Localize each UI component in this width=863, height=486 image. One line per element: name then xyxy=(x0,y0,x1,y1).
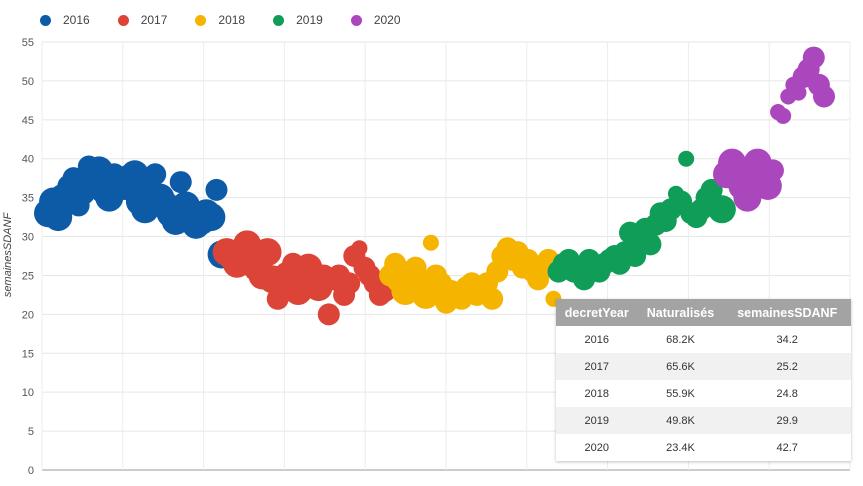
y-tick-label: 15 xyxy=(22,348,34,360)
data-point-2016[interactable] xyxy=(169,171,192,194)
table-cell-year: 2017 xyxy=(556,353,638,380)
table-header-row: decretYear Naturalisés semainesSDANF xyxy=(556,299,851,326)
table-cell-naturalises: 68.2K xyxy=(666,333,695,346)
y-tick-label: 30 xyxy=(22,232,34,244)
legend-marker-icon xyxy=(195,14,207,26)
data-point-2016[interactable] xyxy=(205,178,228,201)
y-tick-label: 35 xyxy=(22,193,34,205)
y-tick-label: 5 xyxy=(28,426,34,438)
table-cell-naturalises: 23.4K xyxy=(666,441,695,454)
data-point-2020[interactable] xyxy=(813,85,835,108)
table-cell-semaines: 25.2 xyxy=(723,353,851,380)
column-header-naturalises[interactable]: Naturalisés xyxy=(637,299,724,326)
table-cell-semaines: 24.8 xyxy=(776,387,798,400)
data-point-2016[interactable] xyxy=(120,160,149,189)
data-point-2018[interactable] xyxy=(481,287,504,310)
chart-marks xyxy=(34,46,835,326)
legend-marker-icon xyxy=(40,14,51,26)
y-axis-label: semainesSDANF xyxy=(2,212,14,298)
legend-item-2018[interactable]: 2018 xyxy=(195,10,245,30)
legend-label: 2018 xyxy=(218,13,246,27)
y-tick-label: 10 xyxy=(22,387,34,399)
table-cell-semaines: 42.7 xyxy=(776,441,798,454)
data-point-2020[interactable] xyxy=(775,107,792,124)
legend-marker-icon xyxy=(273,14,285,26)
data-point-2020[interactable] xyxy=(802,46,825,69)
legend-item-2016[interactable]: 2016 xyxy=(40,10,90,30)
legend-item-2017[interactable]: 2017 xyxy=(117,10,168,30)
data-point-2019[interactable] xyxy=(639,233,662,256)
table-cell-year: 2019 xyxy=(556,407,638,434)
y-tick-label: 50 xyxy=(22,76,34,88)
table-row: 2017 65.6K 25.2 xyxy=(556,353,851,380)
data-point-2017[interactable] xyxy=(317,303,340,326)
summary-table: decretYear Naturalisés semainesSDANF 201… xyxy=(556,299,851,461)
table-cell-semaines: 34.2 xyxy=(776,333,798,346)
data-point-2016[interactable] xyxy=(62,167,85,190)
y-tick-label: 55 xyxy=(22,37,34,49)
legend-label: 2020 xyxy=(373,13,401,27)
y-tick-label: 25 xyxy=(22,270,34,282)
y-tick-label: 45 xyxy=(22,115,34,127)
data-point-2017[interactable] xyxy=(338,272,361,295)
column-header-semainessdanf[interactable]: semainesSDANF xyxy=(723,299,851,326)
data-point-2019[interactable] xyxy=(707,195,736,224)
table-cell-naturalises: 65.6K xyxy=(637,353,724,380)
y-tick-label: 40 xyxy=(22,154,34,166)
data-point-2017[interactable] xyxy=(351,240,368,257)
data-point-2020[interactable] xyxy=(790,84,807,101)
table-row: 2018 55.9K 24.8 xyxy=(556,380,851,407)
table-row: 2016 68.2K 34.2 xyxy=(556,326,851,353)
legend-label: 2017 xyxy=(140,13,168,27)
legend-label: 2016 xyxy=(63,13,90,27)
legend-item-2020[interactable]: 2020 xyxy=(350,10,401,30)
legend-item-2019[interactable]: 2019 xyxy=(273,10,323,30)
table-row: 2020 23.4K 42.7 xyxy=(556,434,851,461)
y-tick-label: 20 xyxy=(22,309,34,321)
table-cell-year: 2020 xyxy=(584,441,609,454)
table-cell-semaines: 29.9 xyxy=(723,407,851,434)
data-point-2019[interactable] xyxy=(678,150,695,167)
data-point-2018[interactable] xyxy=(422,234,439,251)
legend-marker-icon xyxy=(350,14,362,26)
column-header-decretyear[interactable]: decretYear xyxy=(556,299,638,326)
data-point-2016[interactable] xyxy=(144,163,167,186)
legend-label: 2019 xyxy=(296,13,323,27)
data-point-2016[interactable] xyxy=(197,203,226,232)
table-cell-naturalises: 55.9K xyxy=(666,387,695,400)
table-cell-year: 2018 xyxy=(584,387,609,400)
table-row: 2019 49.8K 29.9 xyxy=(556,407,851,434)
y-tick-label: 0 xyxy=(28,465,34,477)
table-cell-naturalises: 49.8K xyxy=(637,407,724,434)
table-cell-year: 2016 xyxy=(584,333,609,346)
y-axis: 0 5 10 15 20 25 30 35 40 45 50 55 xyxy=(22,37,34,477)
legend-marker-icon xyxy=(117,14,129,26)
data-point-2017[interactable] xyxy=(253,238,282,267)
data-point-2020[interactable] xyxy=(761,159,784,182)
chart-legend: 2016 2017 2018 2019 2020 xyxy=(40,10,429,30)
